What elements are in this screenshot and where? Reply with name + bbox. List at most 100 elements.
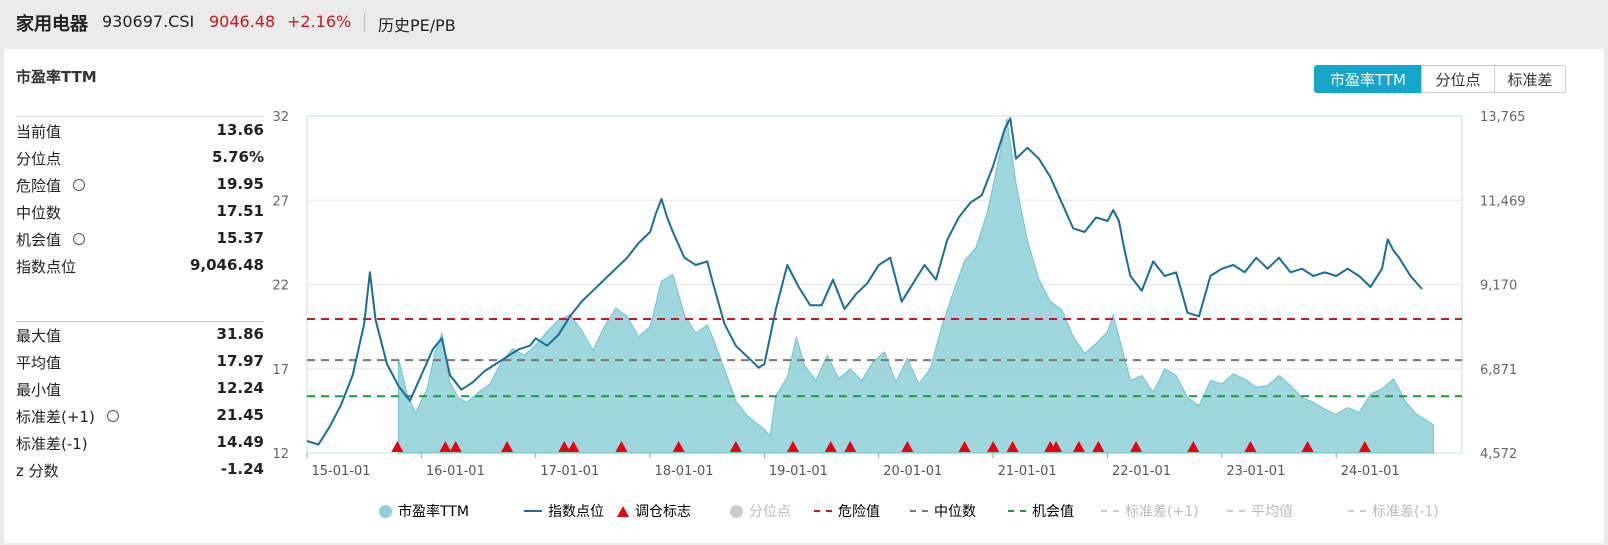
dash-icon: [1348, 510, 1366, 512]
legend-item[interactable]: 市盈率TTM: [379, 501, 469, 521]
rebalance-marker: [901, 441, 914, 452]
rebalance-marker: [1301, 441, 1314, 452]
stat-row: 最小值 12.24: [16, 375, 264, 402]
stat-row: 危险值 19.95: [16, 171, 264, 198]
x-tick-label: 16-01-01: [426, 464, 485, 479]
segment-std[interactable]: 标准差: [1494, 65, 1566, 93]
chart-legend: 市盈率TTM 指数点位 调仓标志 分位点 危险值 中位数 机会值 标准差(+1) 平均值 标准差(…: [4, 501, 1604, 521]
stat-row: 最大值 31.86: [16, 321, 264, 348]
legend-item[interactable]: 调仓标志: [617, 501, 691, 521]
x-tick-label: 15-01-01: [311, 464, 370, 479]
rebalance-marker: [1187, 441, 1200, 452]
stats-divider: [16, 321, 264, 322]
y-right-tick-label: 6,871: [1480, 363, 1517, 378]
rebalance-marker: [1006, 441, 1019, 452]
x-tick-label: 17-01-01: [540, 464, 599, 479]
stat-value: 17.97: [216, 352, 264, 370]
stat-label: 危险值: [16, 177, 62, 195]
stat-label: z 分数: [16, 462, 59, 480]
gear-icon[interactable]: [73, 233, 85, 245]
rebalance-marker: [567, 441, 580, 452]
index-code: 930697.CSI: [102, 12, 195, 31]
legend-item[interactable]: 标准差(+1): [1101, 501, 1199, 521]
rebalance-marker: [672, 441, 685, 452]
rebalance-marker: [1092, 441, 1105, 452]
legend-label: 危险值: [838, 504, 880, 520]
y-left-tick-label: 32: [272, 110, 289, 125]
stat-row: 当前值 13.66: [16, 117, 264, 144]
rebalance-marker: [844, 441, 857, 452]
rebalance-marker: [391, 441, 404, 452]
y-right-tick-label: 13,765: [1480, 110, 1526, 125]
stat-value: 17.51: [216, 202, 264, 220]
stat-row: 标准差(+1) 21.45: [16, 402, 264, 429]
legend-item[interactable]: 分位点: [730, 501, 791, 521]
legend-label: 中位数: [934, 504, 976, 520]
y-left-tick-label: 17: [272, 363, 289, 378]
legend-label: 指数点位: [548, 504, 604, 520]
stats-top-divider: [16, 116, 264, 117]
stat-value: 12.24: [216, 379, 264, 397]
gear-icon[interactable]: [73, 179, 85, 191]
dash-icon: [1008, 510, 1026, 512]
y-right-tick-label: 11,469: [1480, 194, 1526, 209]
dash-icon: [1227, 510, 1245, 512]
rebalance-marker: [439, 441, 452, 452]
stat-value: 9,046.48: [189, 256, 264, 274]
stat-value: 15.37: [216, 229, 264, 247]
stat-label: 指数点位: [16, 258, 77, 276]
stat-row: 机会值 15.37: [16, 225, 264, 252]
legend-item[interactable]: 机会值: [1008, 501, 1074, 521]
stat-value: -1.24: [220, 460, 264, 478]
legend-item[interactable]: 危险值: [814, 501, 880, 521]
stat-label: 中位数: [16, 204, 62, 222]
gear-icon[interactable]: [107, 410, 119, 422]
rebalance-marker: [1244, 441, 1257, 452]
legend-label: 调仓标志: [635, 504, 691, 520]
pe-panel: 市盈率TTM 市盈率TTM 分位点 标准差 当前值 13.66 分位点 5.76% 危险…: [4, 49, 1604, 543]
stat-label: 最小值: [16, 381, 62, 399]
stat-label: 最大值: [16, 327, 62, 345]
stat-row: z 分数 -1.24: [16, 456, 264, 483]
line-icon: [524, 510, 542, 512]
rebalance-marker: [1358, 441, 1371, 452]
stat-row: 中位数 17.51: [16, 198, 264, 225]
rebalance-marker: [824, 441, 837, 452]
x-tick-label: 21-01-01: [998, 464, 1057, 479]
dash-icon: [910, 510, 928, 512]
stat-row: 指数点位 9,046.48: [16, 252, 264, 279]
history-pe-pb-tab[interactable]: 历史PE/PB: [378, 16, 456, 35]
x-tick-label: 24-01-01: [1341, 464, 1400, 479]
circle-icon: [379, 504, 392, 518]
rebalance-marker: [787, 441, 800, 452]
legend-item[interactable]: 平均值: [1227, 501, 1293, 521]
x-tick-label: 22-01-01: [1112, 464, 1171, 479]
stats-bottom: 最大值 31.86 平均值 17.97 最小值 12.24 标准差(+1) 21.45 标准差(…: [16, 321, 264, 483]
stat-row: 平均值 17.97: [16, 348, 264, 375]
x-tick-label: 18-01-01: [655, 464, 714, 479]
rebalance-marker: [958, 441, 971, 452]
stat-value: 5.76%: [211, 148, 264, 166]
stats-top: 当前值 13.66 分位点 5.76% 危险值 19.95 中位数 17.51 机会值 15.37…: [16, 117, 264, 279]
y-left-tick-label: 27: [272, 194, 289, 209]
panel-title: 市盈率TTM: [16, 68, 97, 86]
legend-item[interactable]: 中位数: [910, 501, 976, 521]
stat-value: 21.45: [216, 406, 264, 424]
index-header: 家用电器 930697.CSI 9046.48 +2.16% 历史PE/PB: [0, 0, 1608, 46]
rebalance-marker: [449, 441, 462, 452]
dash-icon: [814, 510, 832, 512]
rebalance-marker: [729, 441, 742, 452]
rebalance-marker: [1072, 441, 1085, 452]
pe-ttm-area: [397, 118, 1434, 454]
legend-label: 标准差(-1): [1372, 504, 1439, 520]
legend-item[interactable]: 标准差(-1): [1348, 501, 1439, 521]
legend-label: 机会值: [1032, 504, 1074, 520]
dash-icon: [1101, 510, 1119, 512]
pe-chart: 12 17 22 27 32 4,572 6,871 9,170 11,469 13,765 15-…: [272, 110, 1526, 479]
legend-item[interactable]: 指数点位: [524, 501, 604, 521]
stat-value: 14.49: [216, 433, 264, 451]
header-divider: [364, 12, 365, 32]
stat-value: 31.86: [216, 325, 264, 343]
legend-label: 标准差(+1): [1125, 504, 1199, 520]
index-change: +2.16%: [287, 12, 352, 31]
